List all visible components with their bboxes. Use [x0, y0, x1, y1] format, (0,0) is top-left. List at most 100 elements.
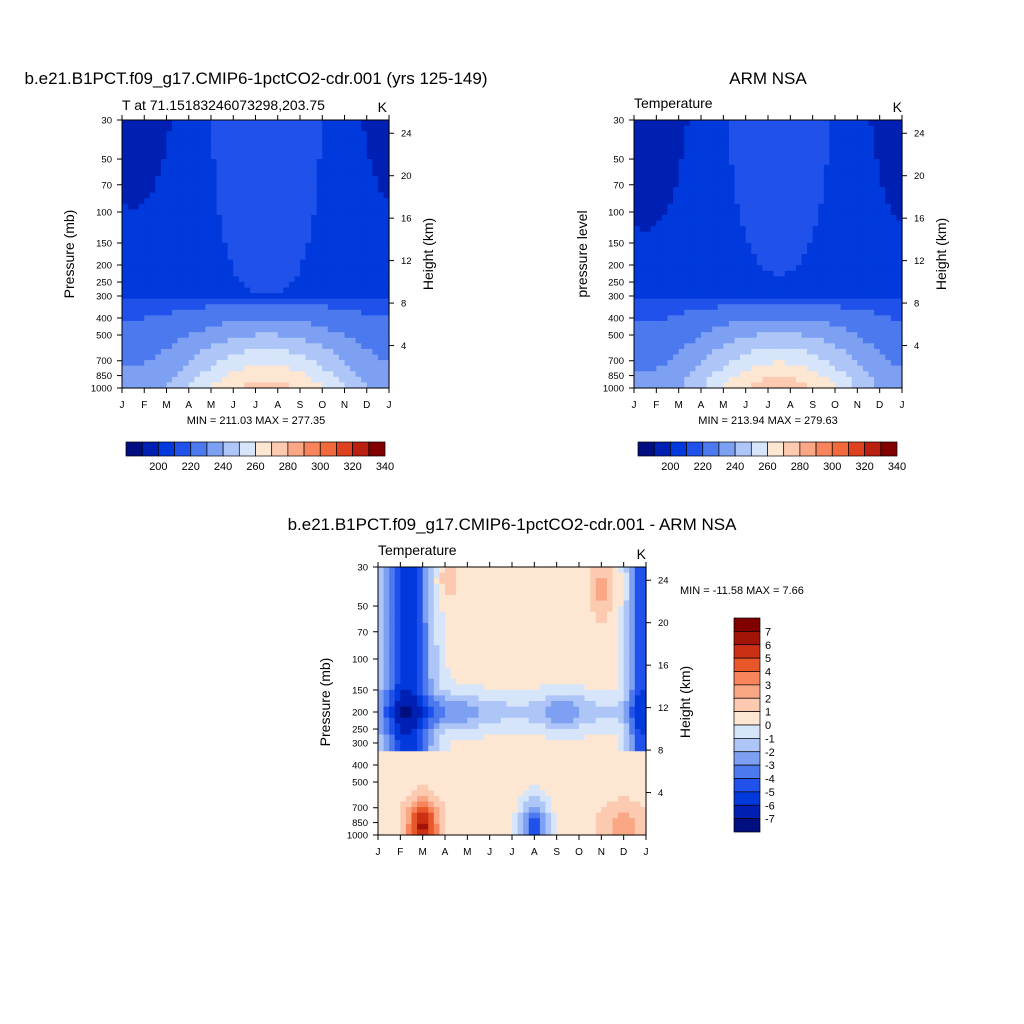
- colorbar-label: 300: [311, 461, 329, 473]
- y-tick-label: 700: [608, 356, 624, 367]
- x-tick-label: A: [698, 400, 705, 411]
- y-right-tick-label: 20: [401, 171, 412, 182]
- x-tick-label: M: [719, 400, 727, 411]
- colorbar-label: 240: [726, 461, 744, 473]
- x-tick-label: J: [900, 400, 905, 411]
- colorbar-swatch: [670, 441, 687, 457]
- x-tick-label: A: [531, 847, 538, 858]
- colorbar-swatch: [352, 441, 370, 457]
- panel1-ylabel-right: Height (km): [420, 218, 436, 290]
- panel2-right-label: K: [893, 99, 903, 115]
- colorbar-swatch: [733, 657, 761, 672]
- colorbar-label: -7: [765, 814, 775, 826]
- x-tick-label: D: [620, 847, 627, 858]
- x-tick-label: J: [644, 847, 649, 858]
- colorbar-label: 320: [855, 461, 873, 473]
- panel3-minmax: MIN = -11.58 MAX = 7.66: [680, 585, 804, 597]
- x-tick-label: M: [162, 400, 170, 411]
- x-tick-label: N: [341, 400, 348, 411]
- colorbar-label: -2: [765, 747, 775, 759]
- y-tick-label: 70: [357, 627, 368, 638]
- y-tick-label: 300: [96, 291, 112, 302]
- x-tick-label: J: [387, 400, 392, 411]
- x-tick-label: J: [510, 847, 515, 858]
- y-tick-label: 500: [96, 331, 112, 342]
- x-tick-label: F: [397, 847, 403, 858]
- x-tick-label: A: [274, 400, 281, 411]
- y-right-tick-label: 8: [658, 746, 663, 757]
- colorbar-swatch: [733, 804, 761, 819]
- x-tick-label: F: [653, 400, 659, 411]
- x-tick-label: O: [831, 400, 839, 411]
- colorbar-swatch: [815, 441, 833, 457]
- panel1-plot: J F M A M J J A S O N D J 30 50 70 100 150 200 250 300 400 500…: [91, 115, 412, 411]
- x-tick-label: F: [141, 400, 147, 411]
- x-tick-label: O: [575, 847, 583, 858]
- colorbar-label: 340: [888, 461, 906, 473]
- colorbar-label: 340: [376, 461, 394, 473]
- panel1-colorbar: 200 220 240 260 280 300 320 340: [125, 441, 394, 473]
- colorbar-swatch: [368, 441, 386, 457]
- colorbar-swatch: [864, 441, 882, 457]
- x-tick-label: M: [207, 400, 215, 411]
- y-tick-label: 100: [96, 208, 112, 219]
- y-tick-label: 30: [613, 116, 624, 127]
- colorbar-label: -6: [765, 800, 775, 812]
- y-tick-label: 250: [352, 725, 368, 736]
- x-tick-label: A: [185, 400, 192, 411]
- panel3-left-label: Temperature: [378, 542, 457, 558]
- colorbar-swatch: [141, 441, 159, 457]
- colorbar-label: 280: [279, 461, 297, 473]
- x-tick-label: M: [674, 400, 682, 411]
- colorbar-label: 2: [765, 693, 771, 705]
- y-tick-label: 850: [608, 371, 624, 382]
- colorbar-label: 300: [823, 461, 841, 473]
- colorbar-swatch: [733, 711, 761, 726]
- panel3-ylabel-right: Height (km): [677, 666, 693, 738]
- y-right-tick-label: 8: [401, 299, 406, 310]
- y-right-tick-label: 12: [658, 703, 669, 714]
- y-tick-label: 1000: [603, 384, 624, 395]
- y-tick-label: 50: [613, 155, 624, 166]
- colorbar-label: -5: [765, 787, 775, 799]
- y-tick-label: 150: [608, 239, 624, 250]
- colorbar-label: 260: [246, 461, 264, 473]
- panel1-left-label: T at 71.15183246073298,203.75: [122, 97, 325, 113]
- colorbar-label: 220: [182, 461, 200, 473]
- panel3-colorbar: 7 65 432 10-1 -2-3 -4-5-6 -7: [733, 617, 775, 833]
- x-tick-label: J: [120, 400, 125, 411]
- colorbar-swatch: [848, 441, 865, 457]
- y-tick-label: 100: [608, 208, 624, 219]
- x-tick-label: M: [463, 847, 471, 858]
- colorbar-swatch: [783, 441, 801, 457]
- y-tick-label: 70: [101, 180, 112, 191]
- colorbar-label: 1: [765, 707, 771, 719]
- colorbar-swatch: [336, 441, 353, 457]
- colorbar-swatch: [733, 751, 761, 766]
- colorbar-swatch: [637, 441, 655, 457]
- panel1-title: b.e21.B1PCT.f09_g17.CMIP6-1pctCO2-cdr.00…: [24, 69, 487, 88]
- colorbar-label: 280: [791, 461, 809, 473]
- colorbar-label: 0: [765, 720, 771, 732]
- y-right-tick-label: 8: [914, 299, 919, 310]
- colorbar-swatch: [733, 684, 761, 699]
- colorbar-swatch: [174, 441, 192, 457]
- y-tick-label: 200: [96, 260, 112, 271]
- y-right-tick-label: 16: [914, 214, 925, 225]
- y-right-tick-label: 16: [401, 214, 412, 225]
- x-tick-label: M: [418, 847, 426, 858]
- colorbar-swatch: [880, 441, 898, 457]
- colorbar-label: -3: [765, 760, 775, 772]
- y-tick-label: 150: [96, 239, 112, 250]
- colorbar-swatch: [653, 441, 671, 457]
- x-tick-label: A: [787, 400, 794, 411]
- colorbar-label: 240: [214, 461, 232, 473]
- y-right-tick-label: 24: [401, 129, 412, 140]
- y-tick-label: 1000: [347, 831, 368, 842]
- x-tick-label: J: [743, 400, 748, 411]
- panel3-right-label: K: [637, 546, 647, 562]
- y-tick-label: 300: [608, 291, 624, 302]
- y-tick-label: 30: [101, 116, 112, 127]
- panel2-title: ARM NSA: [729, 69, 807, 88]
